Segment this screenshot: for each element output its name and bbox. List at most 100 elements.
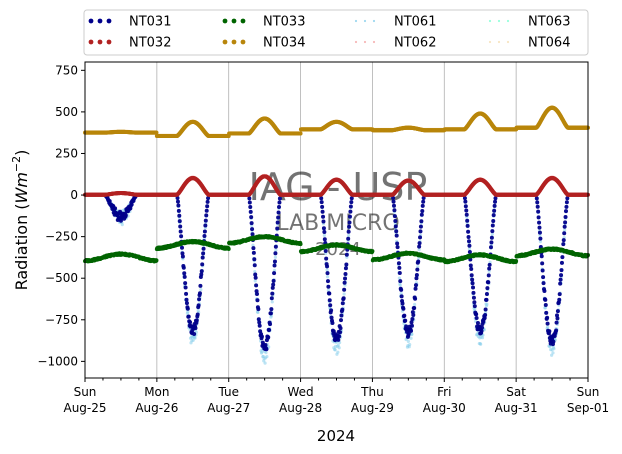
- legend-marker: [497, 40, 501, 44]
- data-point: [320, 209, 325, 214]
- data-point: [184, 297, 189, 302]
- legend-entry: NT064: [488, 36, 570, 51]
- data-point: [327, 291, 332, 296]
- data-point: [251, 250, 256, 255]
- data-point: [194, 318, 199, 323]
- data-point: [336, 350, 340, 354]
- data-point: [406, 339, 410, 343]
- data-point: [325, 268, 329, 272]
- data-point: [398, 283, 402, 287]
- data-point: [277, 204, 282, 209]
- data-point: [269, 296, 274, 301]
- data-point: [178, 224, 183, 229]
- data-point: [247, 200, 252, 205]
- legend-marker: [97, 18, 103, 24]
- data-point: [277, 196, 282, 201]
- data-point: [480, 336, 485, 340]
- data-point: [204, 208, 209, 213]
- data-point: [259, 334, 264, 339]
- legend-marker: [354, 40, 358, 44]
- data-point: [325, 275, 330, 279]
- data-point: [197, 297, 202, 302]
- data-point: [409, 336, 413, 340]
- data-point: [260, 350, 264, 354]
- plot-background: [85, 62, 588, 378]
- legend-marker: [372, 19, 376, 23]
- data-point: [320, 204, 325, 209]
- data-point: [201, 246, 206, 251]
- data-point: [176, 203, 181, 208]
- data-point: [177, 213, 182, 218]
- data-point: [275, 226, 280, 231]
- data-point: [181, 265, 186, 270]
- data-point: [113, 206, 118, 211]
- data-point: [192, 331, 197, 336]
- data-point: [321, 226, 326, 231]
- data-point: [326, 284, 331, 289]
- data-point: [473, 307, 477, 311]
- data-point: [263, 361, 267, 365]
- data-point: [338, 330, 343, 335]
- data-point: [201, 251, 206, 256]
- data-point: [337, 346, 341, 350]
- data-point: [253, 275, 258, 280]
- data-point: [485, 302, 489, 306]
- data-point: [543, 306, 547, 310]
- legend-marker: [106, 18, 112, 24]
- data-point: [319, 196, 324, 201]
- legend-entry: NT034: [222, 36, 305, 51]
- data-point: [330, 320, 335, 325]
- legend-label: NT064: [528, 36, 570, 51]
- legend-marker: [506, 40, 510, 44]
- data-point: [202, 229, 207, 234]
- legend-entry: NT062: [354, 36, 436, 51]
- data-point: [272, 271, 277, 276]
- data-point: [322, 230, 327, 235]
- legend-entry: NT061: [354, 15, 436, 30]
- legend-marker: [106, 39, 112, 45]
- data-point: [247, 196, 252, 201]
- data-point: [339, 313, 344, 318]
- data-point: [199, 288, 203, 292]
- data-point: [270, 291, 275, 296]
- data-point: [324, 256, 329, 261]
- data-point: [342, 292, 346, 296]
- data-point: [276, 215, 281, 220]
- data-point: [467, 247, 472, 251]
- data-point: [250, 227, 255, 232]
- data-point: [268, 322, 273, 327]
- data-point: [274, 248, 278, 252]
- data-point: [182, 274, 187, 279]
- data-point: [188, 320, 193, 325]
- data-point: [327, 298, 332, 303]
- legend-marker: [222, 18, 228, 24]
- data-point: [197, 291, 202, 296]
- data-point: [253, 270, 257, 274]
- data-point: [338, 326, 343, 331]
- data-point: [183, 285, 188, 290]
- legend-entry: NT033: [222, 15, 305, 30]
- data-point: [248, 209, 253, 214]
- data-point: [273, 251, 278, 256]
- data-point: [177, 219, 182, 224]
- data-point: [251, 243, 255, 247]
- data-point: [336, 337, 341, 342]
- legend-marker: [231, 39, 237, 45]
- data-point: [205, 204, 210, 209]
- data-point: [199, 269, 204, 274]
- data-point: [325, 271, 330, 276]
- data-point: [251, 246, 256, 251]
- legend-marker: [488, 19, 492, 23]
- data-point: [256, 310, 260, 315]
- data-point: [337, 334, 342, 339]
- data-point: [249, 221, 254, 226]
- legend-frame: [83, 9, 589, 56]
- legend-marker: [363, 19, 367, 23]
- data-point: [277, 200, 282, 205]
- data-point: [203, 223, 208, 228]
- data-point: [264, 347, 269, 352]
- data-point: [267, 328, 272, 333]
- legend-marker: [488, 40, 492, 44]
- data-point: [249, 215, 254, 220]
- data-point: [336, 343, 340, 347]
